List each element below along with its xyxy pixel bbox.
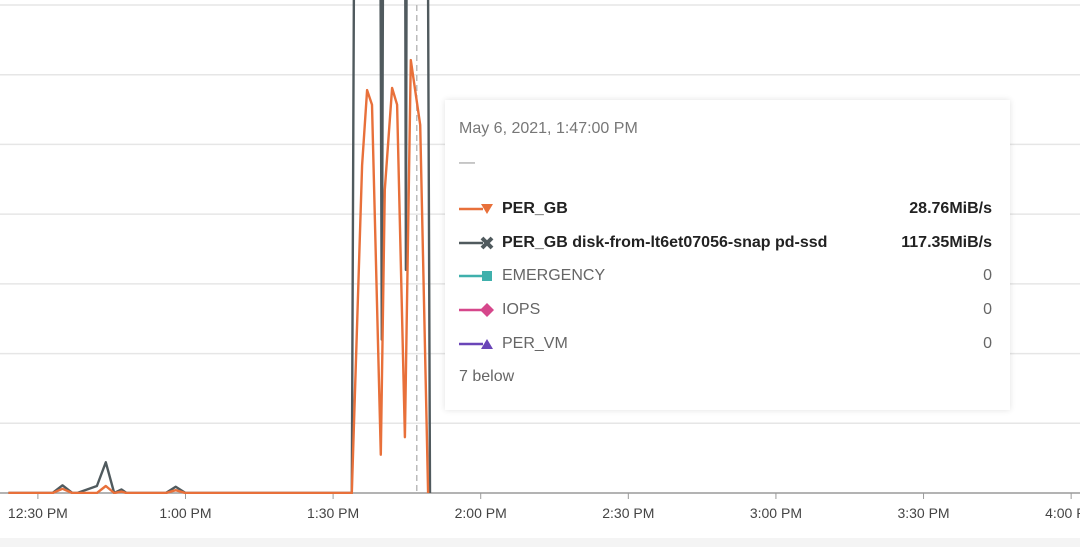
x-tick-label: 4:00 PM — [1045, 505, 1080, 521]
series-value: 117.35MiB/s — [901, 233, 992, 251]
legend-icon — [459, 236, 494, 249]
series-value: 0 — [983, 334, 992, 352]
legend-icon — [459, 338, 493, 349]
legend-icon — [459, 203, 493, 214]
tooltip: May 6, 2021, 1:47:00 PM — PER_GB 28.76MiB… — [445, 100, 1010, 410]
x-tick-label: 3:00 PM — [750, 505, 802, 521]
tooltip-time: May 6, 2021, 1:47:00 PM — [459, 120, 638, 137]
footer-strip — [0, 538, 1080, 547]
x-tick-label: 12:30 PM — [8, 505, 68, 521]
tooltip-row: IOPS 0 — [459, 293, 992, 327]
tooltip-rows: PER_GB 28.76MiB/s PER_GB disk-from-lt6et07… — [459, 192, 992, 360]
x-tick-label: 1:00 PM — [159, 505, 211, 521]
x-tick-label: 3:30 PM — [897, 505, 949, 521]
tooltip-dash: — — [459, 154, 475, 171]
legend-icon — [459, 302, 494, 317]
series-line — [8, 0, 432, 494]
x-tick-label: 2:30 PM — [602, 505, 654, 521]
marker — [480, 236, 494, 249]
marker — [480, 302, 494, 317]
x-tick-label: 2:00 PM — [455, 505, 507, 521]
tooltip-row: PER_GB 28.76MiB/s — [459, 192, 992, 226]
series-value: 0 — [983, 300, 992, 318]
series-name: PER_GB disk-from-lt6et07056-snap pd-ssd — [502, 233, 828, 251]
series-name: PER_GB — [502, 199, 568, 217]
series-name: IOPS — [502, 300, 541, 318]
tooltip-row: PER_VM 0 — [459, 327, 992, 361]
series-line — [8, 58, 430, 494]
tooltip-row: PER_GB disk-from-lt6et07056-snap pd-ssd 1… — [459, 226, 992, 260]
marker — [482, 271, 492, 282]
marker — [481, 338, 493, 349]
x-tick-label: 1:30 PM — [307, 505, 359, 521]
series-name: EMERGENCY — [502, 267, 606, 285]
tooltip-more: 7 below — [459, 368, 515, 386]
series-name: PER_VM — [502, 334, 568, 352]
series-value: 0 — [983, 267, 992, 285]
marker — [481, 203, 493, 214]
series-value: 28.76MiB/s — [909, 199, 992, 217]
legend-icon — [459, 271, 492, 282]
tooltip-row: EMERGENCY 0 — [459, 259, 992, 293]
